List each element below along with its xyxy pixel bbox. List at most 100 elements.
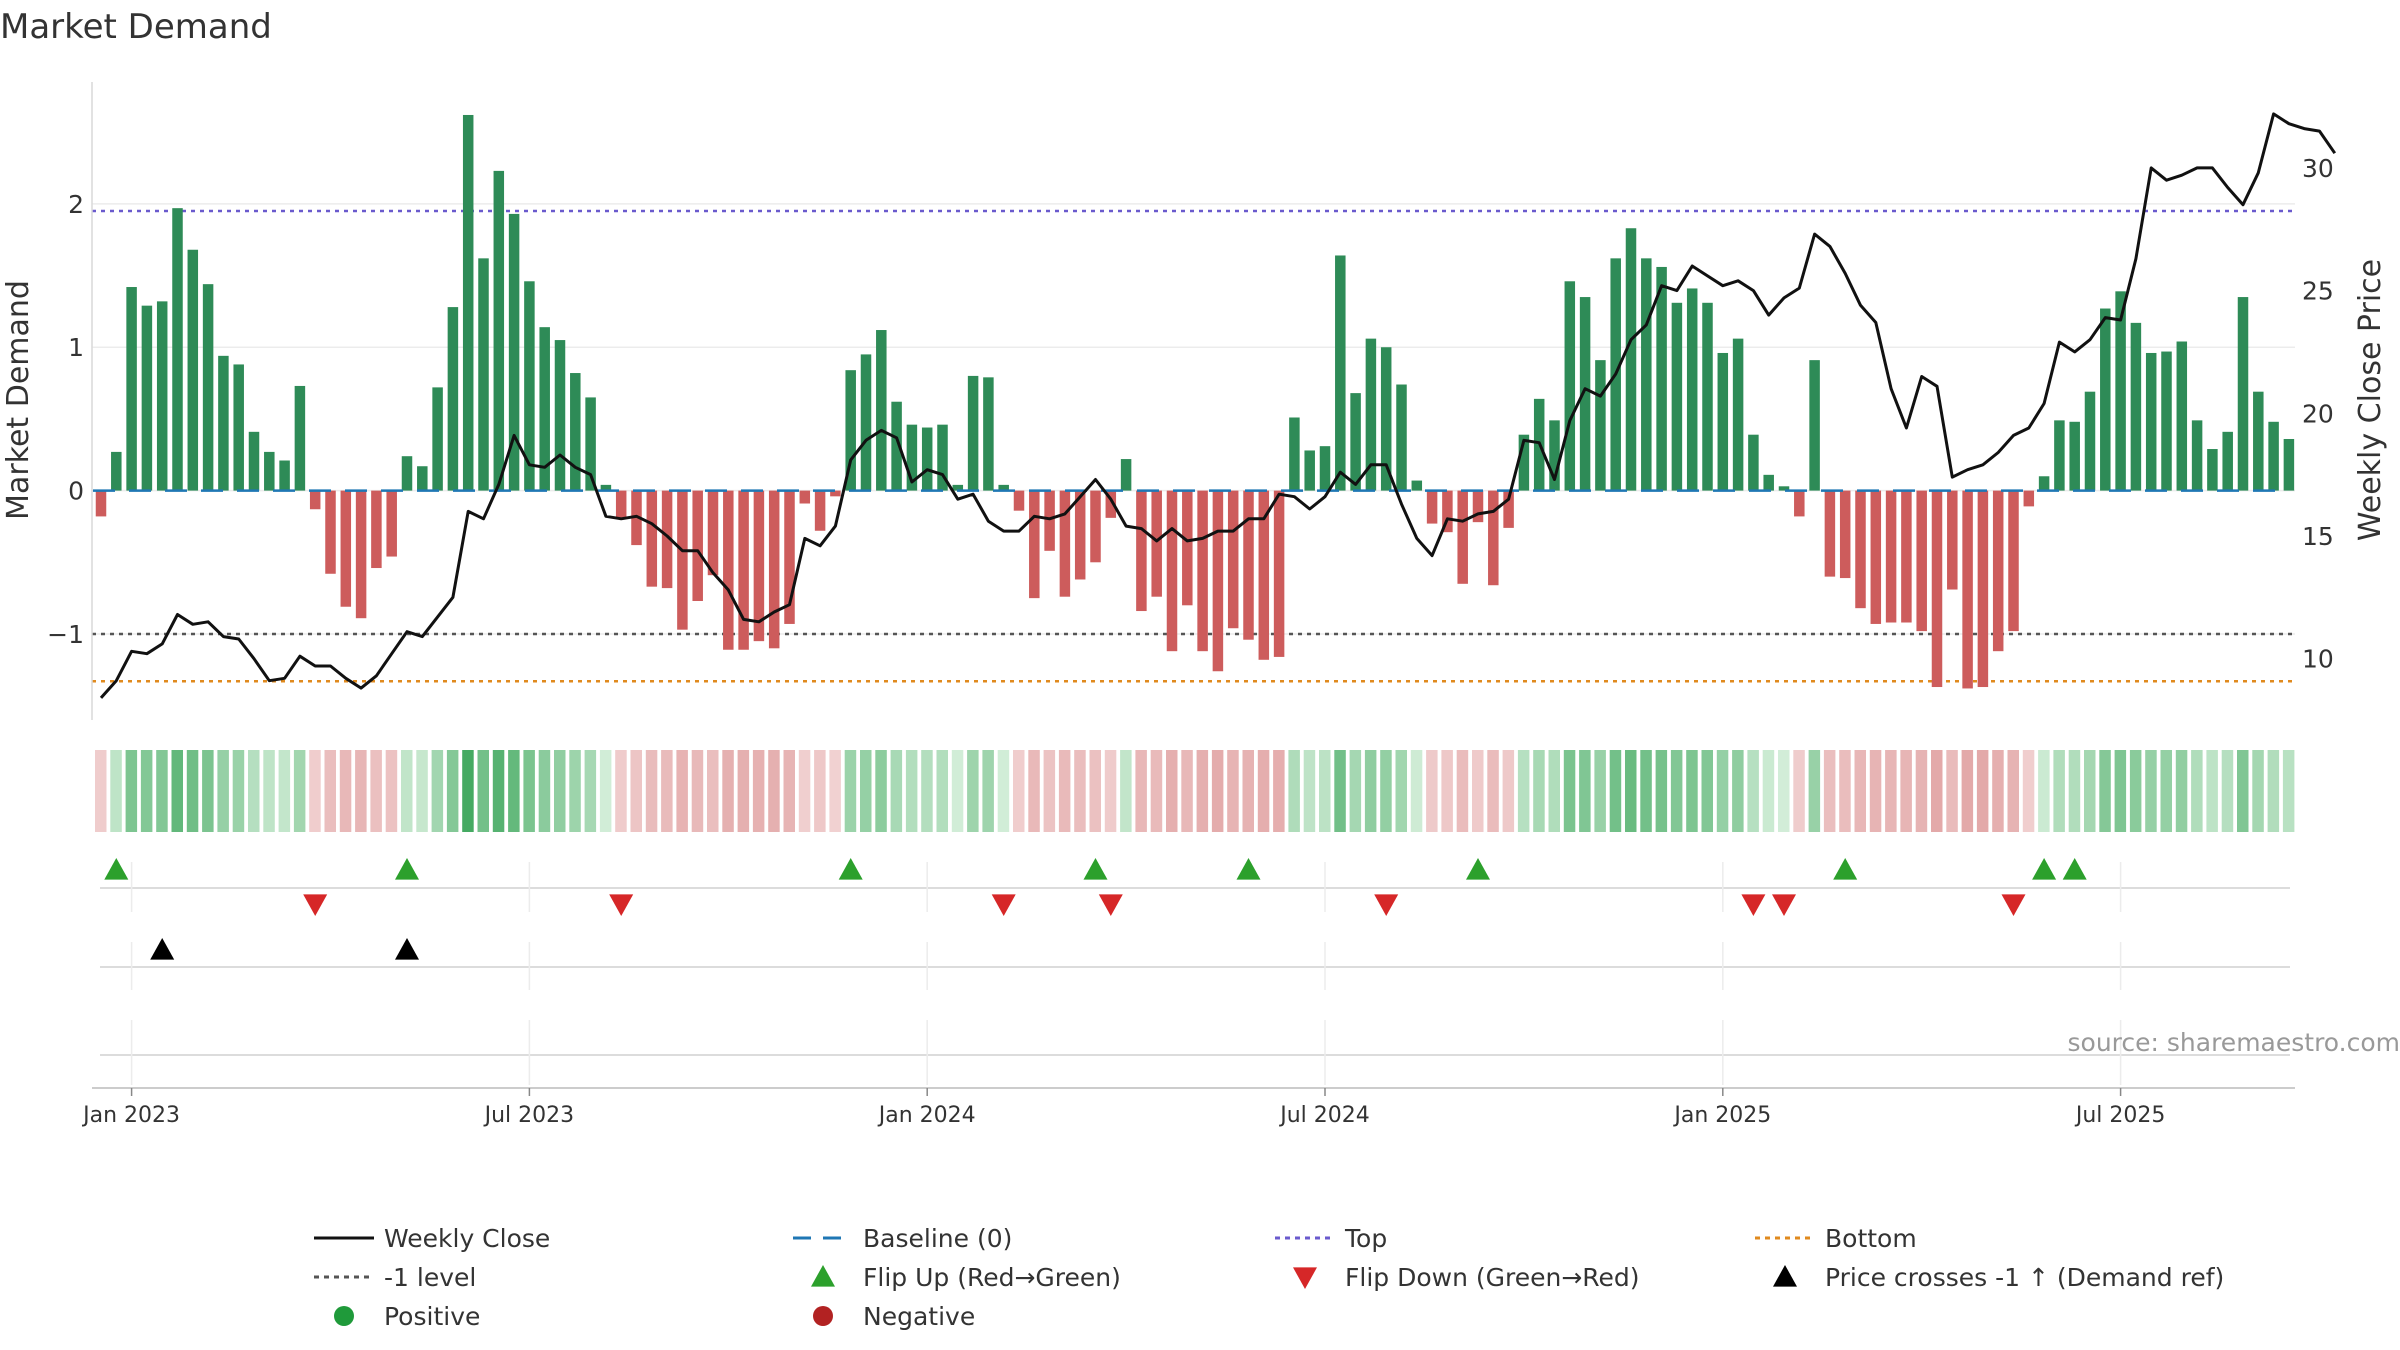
- demand-bar: [233, 364, 244, 491]
- demand-bar: [2268, 421, 2279, 491]
- heat-cell: [615, 750, 627, 832]
- flip-up-marker: [395, 858, 419, 880]
- heat-cell: [1946, 750, 1958, 832]
- heat-cell: [1854, 750, 1866, 832]
- heat-cell: [248, 750, 260, 832]
- heat-cell: [538, 750, 551, 832]
- heat-cell: [1074, 750, 1086, 832]
- demand-bar: [554, 340, 566, 491]
- heat-cell: [2206, 750, 2218, 832]
- demand-bar: [2253, 391, 2264, 491]
- heat-cell: [691, 750, 704, 832]
- flip-up-marker: [104, 858, 129, 880]
- demand-bar: [937, 424, 948, 491]
- demand-bar: [1518, 434, 1530, 491]
- heat-cell: [1961, 750, 1974, 832]
- demand-bar: [585, 397, 596, 491]
- heat-cell: [1487, 750, 1499, 832]
- heat-cell: [523, 750, 535, 832]
- demand-bar: [845, 370, 856, 491]
- demand-bar: [1656, 266, 1667, 491]
- demand-bar: [1641, 258, 1652, 491]
- demand-bar: [478, 258, 489, 491]
- y-axis-label: Market Demand: [1, 280, 36, 520]
- heat-cell: [2084, 750, 2096, 832]
- demand-bar: [2283, 438, 2295, 491]
- heat-cell: [110, 750, 122, 832]
- heat-cell: [339, 750, 352, 832]
- heat-cell: [232, 750, 245, 832]
- heat-cell: [2007, 750, 2019, 832]
- y-axis-ticks: 2 1 0 −1: [47, 190, 84, 649]
- demand-bar: [2023, 490, 2035, 507]
- heat-cell: [1273, 750, 1285, 832]
- heat-cell: [1349, 750, 1362, 832]
- legend-swatch: [813, 1306, 833, 1326]
- heat-cell: [263, 750, 275, 832]
- demand-bar: [768, 490, 780, 649]
- demand-bar: [1013, 490, 1025, 511]
- price-cross-marker: [150, 938, 175, 960]
- y-tick-label: 1: [68, 333, 84, 362]
- demand-bar: [432, 387, 443, 491]
- x-axis-ticks: Jan 2023 Jul 2023 Jan 2024 Jul 2024 Jan 2025…: [81, 1087, 2295, 1128]
- x-tick-label: Jul 2024: [1278, 1103, 1370, 1128]
- demand-bar: [1151, 490, 1162, 597]
- heat-cell: [752, 750, 765, 832]
- heat-cell: [1839, 750, 1851, 832]
- demand-bar: [1870, 490, 1882, 624]
- demand-bar: [1136, 490, 1147, 612]
- demand-heat-strip: [95, 750, 2295, 832]
- legend-label: Negative: [863, 1302, 975, 1331]
- legend-swatch: [1293, 1267, 1317, 1289]
- legend-label: Bottom: [1825, 1224, 1917, 1253]
- flip-down-marker: [609, 894, 634, 916]
- demand-bar: [1885, 490, 1897, 623]
- heat-cell: [2175, 750, 2188, 832]
- demand-bar: [1824, 490, 1836, 577]
- heat-cell: [1869, 750, 1882, 832]
- demand-bar: [1166, 490, 1178, 652]
- heat-cell: [1548, 750, 1560, 832]
- legend-item-top: Top: [1275, 1224, 1387, 1253]
- demand-bar: [738, 490, 749, 650]
- x-tick-label: Jan 2024: [877, 1103, 976, 1128]
- demand-bar: [1059, 490, 1071, 597]
- demand-bar: [2008, 490, 2019, 632]
- y2-axis-label: Weekly Close Price: [2353, 259, 2388, 541]
- heat-cell: [2114, 750, 2127, 832]
- heat-cell: [951, 750, 964, 832]
- heat-cell: [1166, 750, 1178, 832]
- heat-cell: [492, 750, 505, 832]
- demand-bar: [707, 490, 719, 576]
- legend-label: Top: [1344, 1224, 1387, 1253]
- demand-bar: [371, 490, 382, 569]
- heat-cell: [477, 750, 489, 832]
- demand-bar: [1396, 384, 1407, 491]
- demand-bar: [723, 490, 734, 650]
- flip-down-marker: [1098, 894, 1123, 916]
- legend-item-weekly-close: Weekly Close: [314, 1224, 550, 1253]
- demand-bar: [1350, 393, 1361, 491]
- legend-label: Baseline (0): [863, 1224, 1012, 1253]
- demand-bar: [1809, 360, 1820, 491]
- heat-cell: [1242, 750, 1254, 832]
- heat-cell: [278, 750, 291, 832]
- heat-cell: [1089, 750, 1101, 832]
- demand-bar: [1120, 459, 1132, 491]
- heat-cell: [293, 750, 306, 832]
- heat-cell: [171, 750, 183, 832]
- heat-cell: [768, 750, 780, 832]
- flip-up-marker: [838, 858, 863, 880]
- heat-cell: [2038, 750, 2050, 832]
- price-cross-panel: [100, 938, 2290, 990]
- demand-bar: [1702, 302, 1713, 491]
- flip-up-marker: [2032, 858, 2057, 880]
- demand-bar: [401, 456, 413, 491]
- x-tick-label: Jan 2025: [1672, 1103, 1771, 1128]
- demand-bar: [876, 330, 887, 491]
- heat-cell: [1135, 750, 1147, 832]
- heat-cell: [599, 750, 612, 832]
- demand-bar: [1457, 490, 1468, 584]
- heat-cell: [1686, 750, 1698, 832]
